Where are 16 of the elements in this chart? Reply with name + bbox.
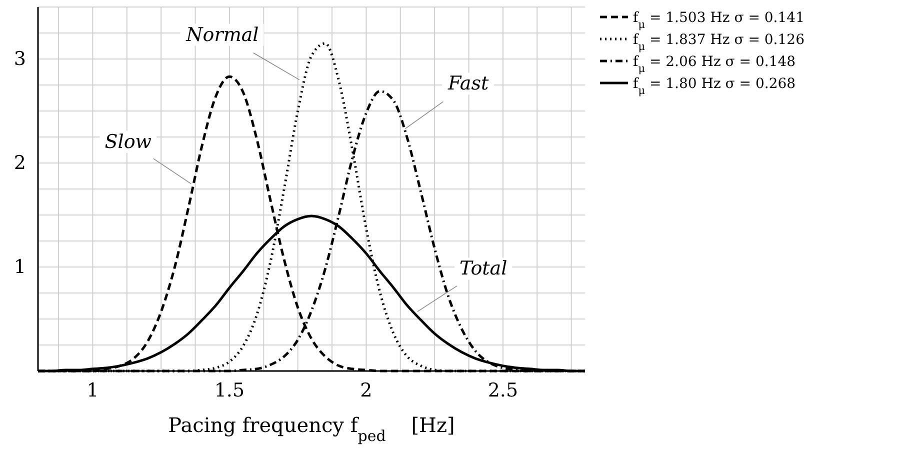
annotation: Fast bbox=[447, 72, 489, 95]
text: Pacing frequency f$_{ped}$ [Hz] bbox=[168, 413, 455, 445]
x-tick-label: 2 bbox=[360, 379, 372, 402]
y-tick-label: 3 bbox=[14, 48, 26, 70]
legend-label: f$_{μ}$ = 1.503 Hz σ = 0.141 bbox=[633, 10, 804, 31]
annotation: Slow bbox=[104, 130, 152, 153]
legend-label: f$_{μ}$ = 1.80 Hz σ = 0.268 bbox=[633, 76, 796, 97]
x-tick-label: 2.5 bbox=[488, 379, 518, 402]
y-tick-label: 1 bbox=[14, 256, 26, 278]
legend-label: f$_{μ}$ = 2.06 Hz σ = 0.148 bbox=[633, 54, 796, 75]
annotation: Total bbox=[460, 258, 508, 280]
x-tick-label: 1 bbox=[86, 379, 99, 402]
y-tick-label: 2 bbox=[14, 152, 26, 174]
legend-label: f$_{μ}$ = 1.837 Hz σ = 0.126 bbox=[633, 32, 805, 53]
x-tick-label: 1.5 bbox=[214, 379, 245, 402]
annotation: Normal bbox=[185, 24, 259, 46]
